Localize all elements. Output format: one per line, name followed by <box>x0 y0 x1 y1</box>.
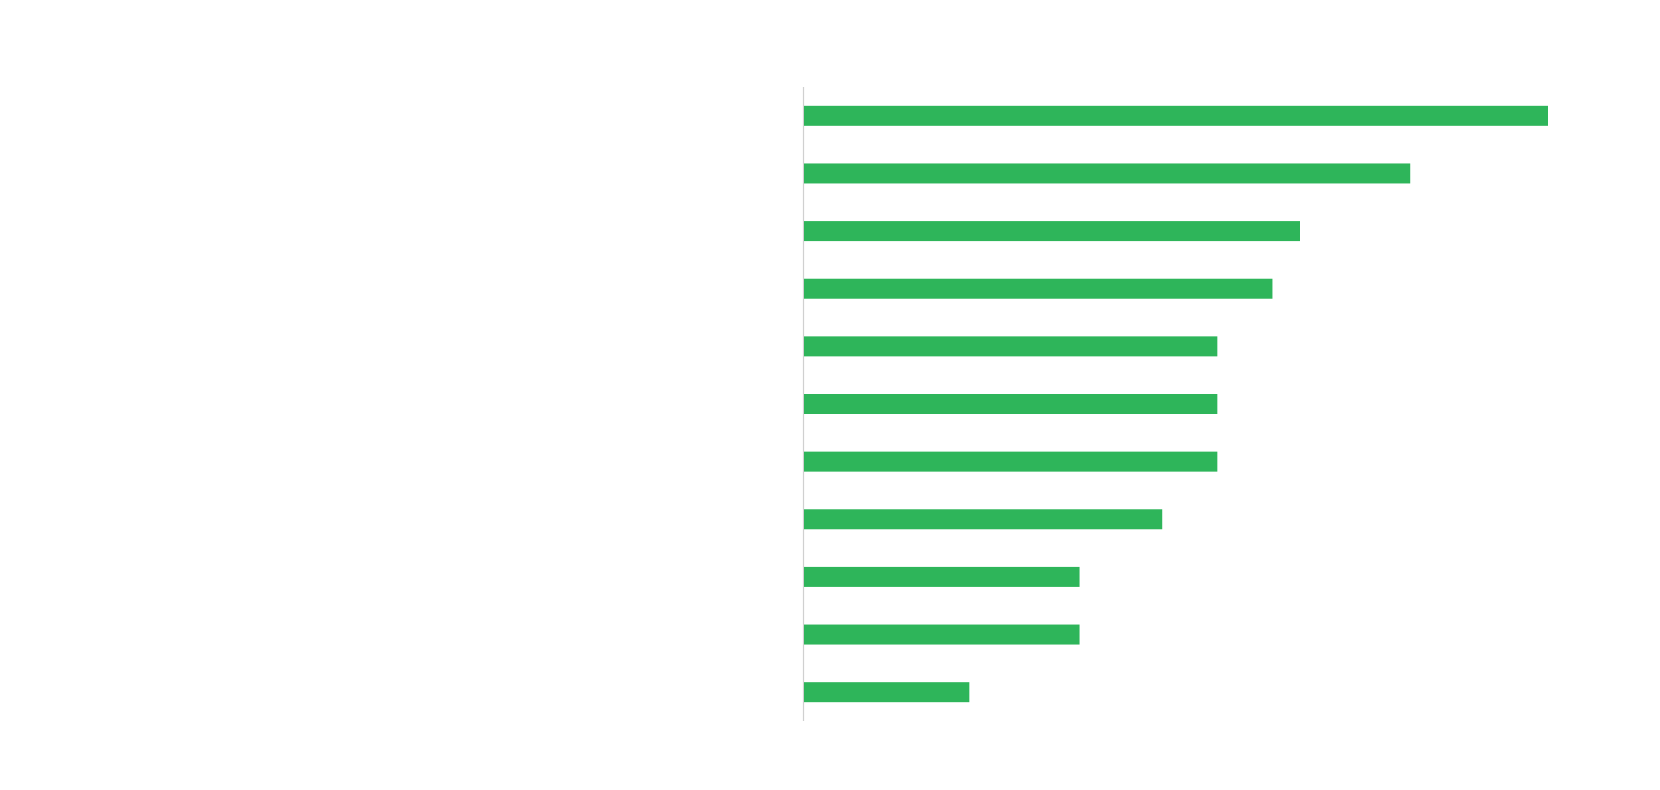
bar <box>804 221 1300 242</box>
bar <box>804 624 1080 645</box>
bar <box>804 509 1163 530</box>
bar <box>804 682 970 703</box>
bar <box>804 394 1218 414</box>
bar <box>804 105 1548 126</box>
bar <box>804 451 1218 472</box>
bar <box>804 566 1080 587</box>
bar <box>804 278 1273 299</box>
bar <box>804 336 1218 357</box>
bar <box>804 163 1411 184</box>
